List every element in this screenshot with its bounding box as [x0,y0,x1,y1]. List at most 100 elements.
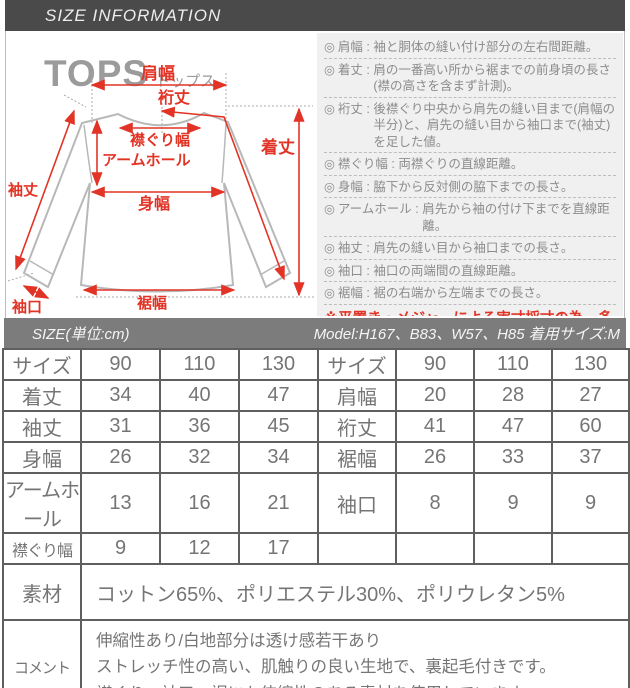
comment-line: 襟ぐり、袖口、裾にも伸縮性のある素材を使用しています。 [96,681,627,688]
definition-item: ◎ 裄丈 : 後襟ぐり中央から肩先の縫い目まで(肩幅の半分)と、肩先の縫い目から… [324,98,616,153]
definition-desc: 袖口の両端間の直線距離。 [373,263,524,278]
row-label: 裾幅 [317,441,397,474]
definition-item: ◎ 着丈 : 肩の一番高い所から裾までの前身頃の長さ(襟の高さを含まず計測)。 [324,59,616,98]
definition-item: ◎ 袖口 : 袖口の両端間の直線距離。 [324,260,616,282]
content-area: TOPS トップス [5,31,625,318]
row-label: 着丈 [2,379,82,412]
col-header: 130 [238,348,319,381]
cuff-arrow [22,285,50,299]
definition-item: ◎ 袖丈 : 肩先の縫い目から袖口までの長さ。 [324,237,616,260]
table-header-row: サイズ 90 110 130 サイズ 90 110 130 [2,348,630,381]
size-cell: 37 [551,441,630,474]
size-cell: 16 [159,472,240,534]
armhole-label: アームホール [102,152,191,169]
size-cell: 41 [395,410,475,443]
definitions-list: ◎ 肩幅 : 袖と胴体の縫い付け部分の左右間距離。 ◎ 着丈 : 肩の一番高い所… [324,36,616,305]
definition-term: 袖口 [337,263,363,278]
size-cell: 40 [159,379,240,412]
col-header: 130 [551,348,630,381]
definition-term: アームホール [337,202,412,216]
size-table: サイズ 90 110 130 サイズ 90 110 130 着丈 34 40 4… [2,348,630,688]
comment-line: 伸縮性あり/白地部分は透け感若干あり [96,631,382,650]
row-label: 袖丈 [2,410,82,443]
bullet-icon: ◎ [324,157,335,171]
size-cell: 9 [80,532,161,565]
row-label: 裄丈 [317,410,397,443]
sleeve-length-label: 袖丈 [8,181,38,199]
size-cell: 17 [238,532,319,565]
row-label: 肩幅 [317,379,397,412]
size-cell: 9 [473,472,553,534]
header-bar: SIZE INFORMATION [5,0,625,31]
col-header: 90 [80,348,161,381]
row-label: 袖口 [317,472,397,534]
garment-diagram: 肩幅 裄丈 襟ぐり幅 アームホール 着丈 袖丈 身幅 袖口 裾幅 [8,65,315,316]
definition-desc: 袖と胴体の縫い付け部分の左右間距離。 [373,40,599,54]
bullet-icon: ◎ [324,263,335,278]
table-row: 着丈 34 40 47 肩幅 20 28 27 [2,379,630,412]
shoulder-width-label: 肩幅 [141,65,175,83]
bullet-icon: ◎ [324,62,335,77]
bullet-icon: ◎ [324,101,335,116]
definition-term: 襟ぐり幅 [337,157,388,171]
size-cell: 13 [80,472,161,534]
definition-term: 身幅 [337,179,363,194]
size-cell: 36 [159,410,240,443]
definitions-panel: ◎ 肩幅 : 袖と胴体の縫い付け部分の左右間距離。 ◎ 着丈 : 肩の一番高い所… [317,33,623,316]
size-cell: 27 [551,379,630,412]
definition-desc: 肩先の縫い目から袖口までの長さ。 [373,241,574,255]
material-value: コットン65%、ポリエステル30%、ポリウレタン5% [80,563,630,621]
comment-value: 伸縮性あり/白地部分は透け感若干あり ストレッチ性の高い、肌触りの良い生地で、裏… [80,619,630,688]
size-cell: 60 [551,410,630,443]
sleeve-total-label: 裄丈 [157,88,190,107]
definition-desc: 裾の右端から左端までの長さ。 [373,286,549,300]
size-unit-label: SIZE(単位:cm) [32,325,130,343]
measurement-note: ※平置き・メジャーによる実寸採寸の為、多少の誤差が生じる場合がございます。 [324,310,616,317]
size-cell: 45 [238,410,319,443]
bullet-icon: ◎ [324,241,335,255]
col-header: サイズ [317,348,397,381]
row-label: 襟ぐり幅 [2,532,82,565]
size-cell: 34 [238,441,319,474]
definition-item: ◎ 裾幅 : 裾の右端から左端までの長さ。 [324,282,616,305]
table-row: アームホール 13 16 21 袖口 8 9 9 [2,472,630,534]
bullet-icon: ◎ [324,202,335,216]
page-title: SIZE INFORMATION [45,6,222,25]
table-row: 袖丈 31 36 45 裄丈 41 47 60 [2,410,630,443]
neck-width-label: 襟ぐり幅 [130,131,190,149]
definition-term: 着丈 [337,62,363,77]
definition-desc: 肩先から袖の付け下までを直線距離。 [422,202,610,233]
size-cell: 20 [395,379,475,412]
definition-term: 袖丈 [337,241,363,255]
size-bar: SIZE(単位:cm) Model:H167、B83、W57、H85 着用サイズ… [4,318,626,348]
definition-desc: 両襟ぐりの直線距離。 [398,157,524,171]
comment-label: コメント [2,619,82,688]
sleeve-length-arrow [15,109,75,271]
size-cell: 12 [159,532,240,565]
size-cell [473,532,553,565]
col-header: 110 [159,348,240,381]
definition-desc: 後襟ぐり中央から肩先の縫い目まで(肩幅の半分)と、肩先の縫い目から袖口まで(袖丈… [373,101,616,149]
size-cell: 33 [473,441,553,474]
row-label: 身幅 [2,441,82,474]
comment-line: ストレッチ性の高い、肌触りの良い生地で、裏起毛付きです。 [96,658,556,677]
material-label: 素材 [2,563,82,621]
body-length-label: 着丈 [260,137,295,157]
definition-item: ◎ 襟ぐり幅 : 両襟ぐりの直線距離。 [324,153,616,176]
bullet-icon: ◎ [324,179,335,194]
size-cell: 47 [473,410,553,443]
size-cell: 32 [159,441,240,474]
size-cell: 26 [80,441,161,474]
size-cell: 21 [238,472,319,534]
size-cell: 8 [395,472,475,534]
bullet-icon: ◎ [324,286,335,300]
size-cell: 9 [551,472,630,534]
definition-term: 裾幅 [337,286,363,300]
definition-item: ◎ アームホール : 肩先から袖の付け下までを直線距離。 [324,198,616,237]
col-header: 90 [395,348,475,381]
table-row: 襟ぐり幅 9 12 17 [2,532,630,565]
table-row: 身幅 26 32 34 裾幅 26 33 37 [2,441,630,474]
col-header: 110 [473,348,553,381]
row-label: アームホール [2,472,82,534]
